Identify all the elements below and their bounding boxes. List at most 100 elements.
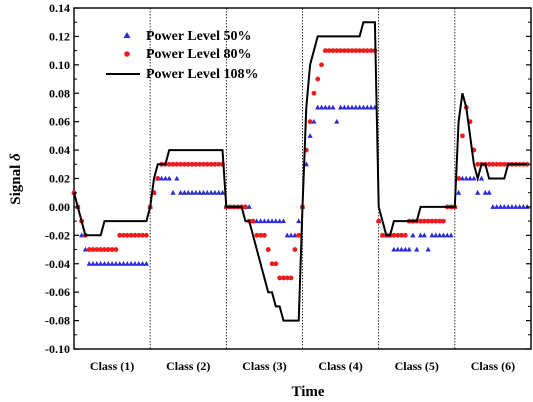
data-point-50: [456, 189, 462, 195]
data-point-80: [174, 161, 180, 167]
legend-label-108: Power Level 108%: [146, 67, 259, 82]
data-point-80: [433, 218, 439, 224]
class-label: Class (3): [242, 359, 286, 373]
data-point-50: [353, 104, 359, 110]
data-point-50: [292, 232, 298, 238]
data-point-50: [490, 204, 496, 209]
data-point-50: [322, 104, 328, 110]
data-point-50: [398, 246, 405, 252]
data-point-50: [315, 104, 321, 110]
data-point-50: [128, 260, 134, 266]
data-point-80: [315, 76, 321, 82]
data-point-80: [421, 218, 427, 224]
data-point-80: [105, 247, 111, 252]
data-point-80: [361, 48, 366, 54]
data-point-50: [482, 189, 488, 195]
data-point-80: [132, 232, 138, 238]
data-point-50: [254, 218, 260, 224]
data-point-50: [421, 232, 427, 238]
data-point-80: [341, 48, 347, 54]
data-point-80: [102, 247, 107, 252]
y-tick-label: -0.10: [45, 342, 70, 356]
data-point-50: [105, 260, 111, 266]
data-point-80: [475, 161, 481, 167]
data-point-80: [170, 161, 176, 167]
data-point-50: [82, 246, 89, 252]
data-point-50: [143, 260, 149, 266]
data-point-50: [296, 218, 302, 224]
y-tick-label: -0.06: [45, 285, 70, 299]
data-point-50: [208, 189, 214, 195]
data-point-50: [288, 232, 294, 238]
data-point-50: [475, 189, 481, 195]
class-label: Class (5): [395, 359, 439, 373]
data-point-50: [269, 218, 275, 224]
data-point-80: [338, 48, 343, 54]
data-point-50: [429, 232, 435, 238]
data-point-80: [391, 232, 397, 238]
data-point-50: [113, 260, 119, 266]
y-tick-label: 0.14: [49, 1, 70, 15]
data-point-80: [182, 161, 187, 167]
legend-marker-50: [123, 32, 131, 38]
data-point-50: [189, 189, 195, 195]
class-labels: Class (1) Class (2) Class (3) Class (4) Clas…: [90, 359, 515, 373]
data-point-80: [117, 232, 123, 238]
data-point-80: [319, 62, 324, 68]
data-point-80: [437, 218, 442, 224]
data-point-80: [143, 232, 149, 238]
class-label: Class (1): [90, 359, 134, 373]
class-label: Class (4): [318, 359, 362, 373]
data-point-50: [497, 204, 504, 209]
x-axis-title: Time: [291, 384, 324, 400]
data-point-80: [262, 232, 267, 238]
data-point-50: [170, 189, 176, 195]
data-point-80: [311, 90, 317, 96]
data-point-80: [109, 247, 115, 252]
data-point-50: [101, 260, 108, 266]
data-point-50: [265, 218, 271, 224]
data-point-50: [162, 175, 168, 181]
data-point-80: [402, 232, 408, 238]
data-point-50: [204, 189, 210, 195]
y-tick-label: 0.08: [49, 86, 70, 100]
data-point-50: [463, 175, 469, 181]
legend-marker-80: [124, 51, 130, 57]
data-point-80: [113, 247, 119, 252]
data-point-50: [417, 232, 424, 238]
data-point-50: [467, 175, 473, 181]
data-point-80: [292, 247, 298, 252]
data-point-50: [212, 189, 218, 195]
data-point-80: [193, 161, 199, 167]
data-point-80: [357, 48, 363, 54]
legend: Power Level 50% Power Level 80% Power Le…: [106, 29, 259, 82]
y-tick-label: -0.02: [45, 228, 70, 242]
data-point-50: [181, 189, 188, 195]
data-point-50: [307, 133, 313, 138]
data-point-80: [121, 232, 126, 238]
data-point-80: [269, 261, 275, 267]
data-point-50: [98, 260, 104, 266]
data-point-80: [395, 232, 401, 238]
data-point-50: [509, 204, 515, 209]
data-point-50: [368, 104, 374, 110]
data-point-80: [334, 48, 340, 54]
y-tick-label: 0.02: [49, 172, 70, 186]
data-point-80: [345, 48, 351, 54]
data-point-80: [189, 161, 195, 167]
data-point-80: [326, 48, 332, 54]
data-point-80: [284, 275, 290, 281]
data-point-80: [330, 48, 336, 54]
data-point-80: [242, 204, 248, 210]
data-point-50: [391, 246, 397, 252]
data-point-80: [212, 161, 218, 167]
data-point-80: [86, 247, 92, 252]
y-tick-label: 0.12: [49, 29, 70, 43]
data-point-50: [120, 260, 127, 266]
data-point-50: [478, 175, 485, 181]
data-point-50: [516, 204, 523, 209]
data-point-80: [128, 232, 134, 238]
data-point-80: [98, 247, 104, 252]
data-point-80: [197, 161, 203, 167]
data-point-80: [273, 261, 279, 267]
